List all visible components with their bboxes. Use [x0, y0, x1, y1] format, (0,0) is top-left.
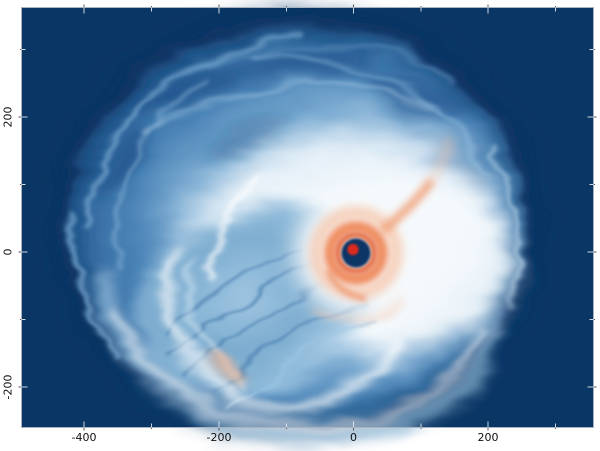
y-tick-label: 200 [1, 106, 15, 128]
tick-marks [18, 4, 597, 431]
disk-swirl-layer [57, 14, 539, 445]
plot-area [18, 4, 597, 445]
simulation-swirl-art [18, 4, 597, 445]
y-tick-label: 0 [1, 248, 15, 256]
y-tick-label: -200 [1, 374, 15, 400]
x-tick-label: 0 [350, 431, 357, 444]
central-object-dot [347, 243, 359, 256]
core-layer [294, 137, 453, 315]
x-tick-label: -400 [71, 431, 97, 444]
x-tick-label: 200 [477, 431, 499, 444]
hot-ring [309, 137, 453, 302]
x-tick-label: -200 [206, 431, 232, 444]
